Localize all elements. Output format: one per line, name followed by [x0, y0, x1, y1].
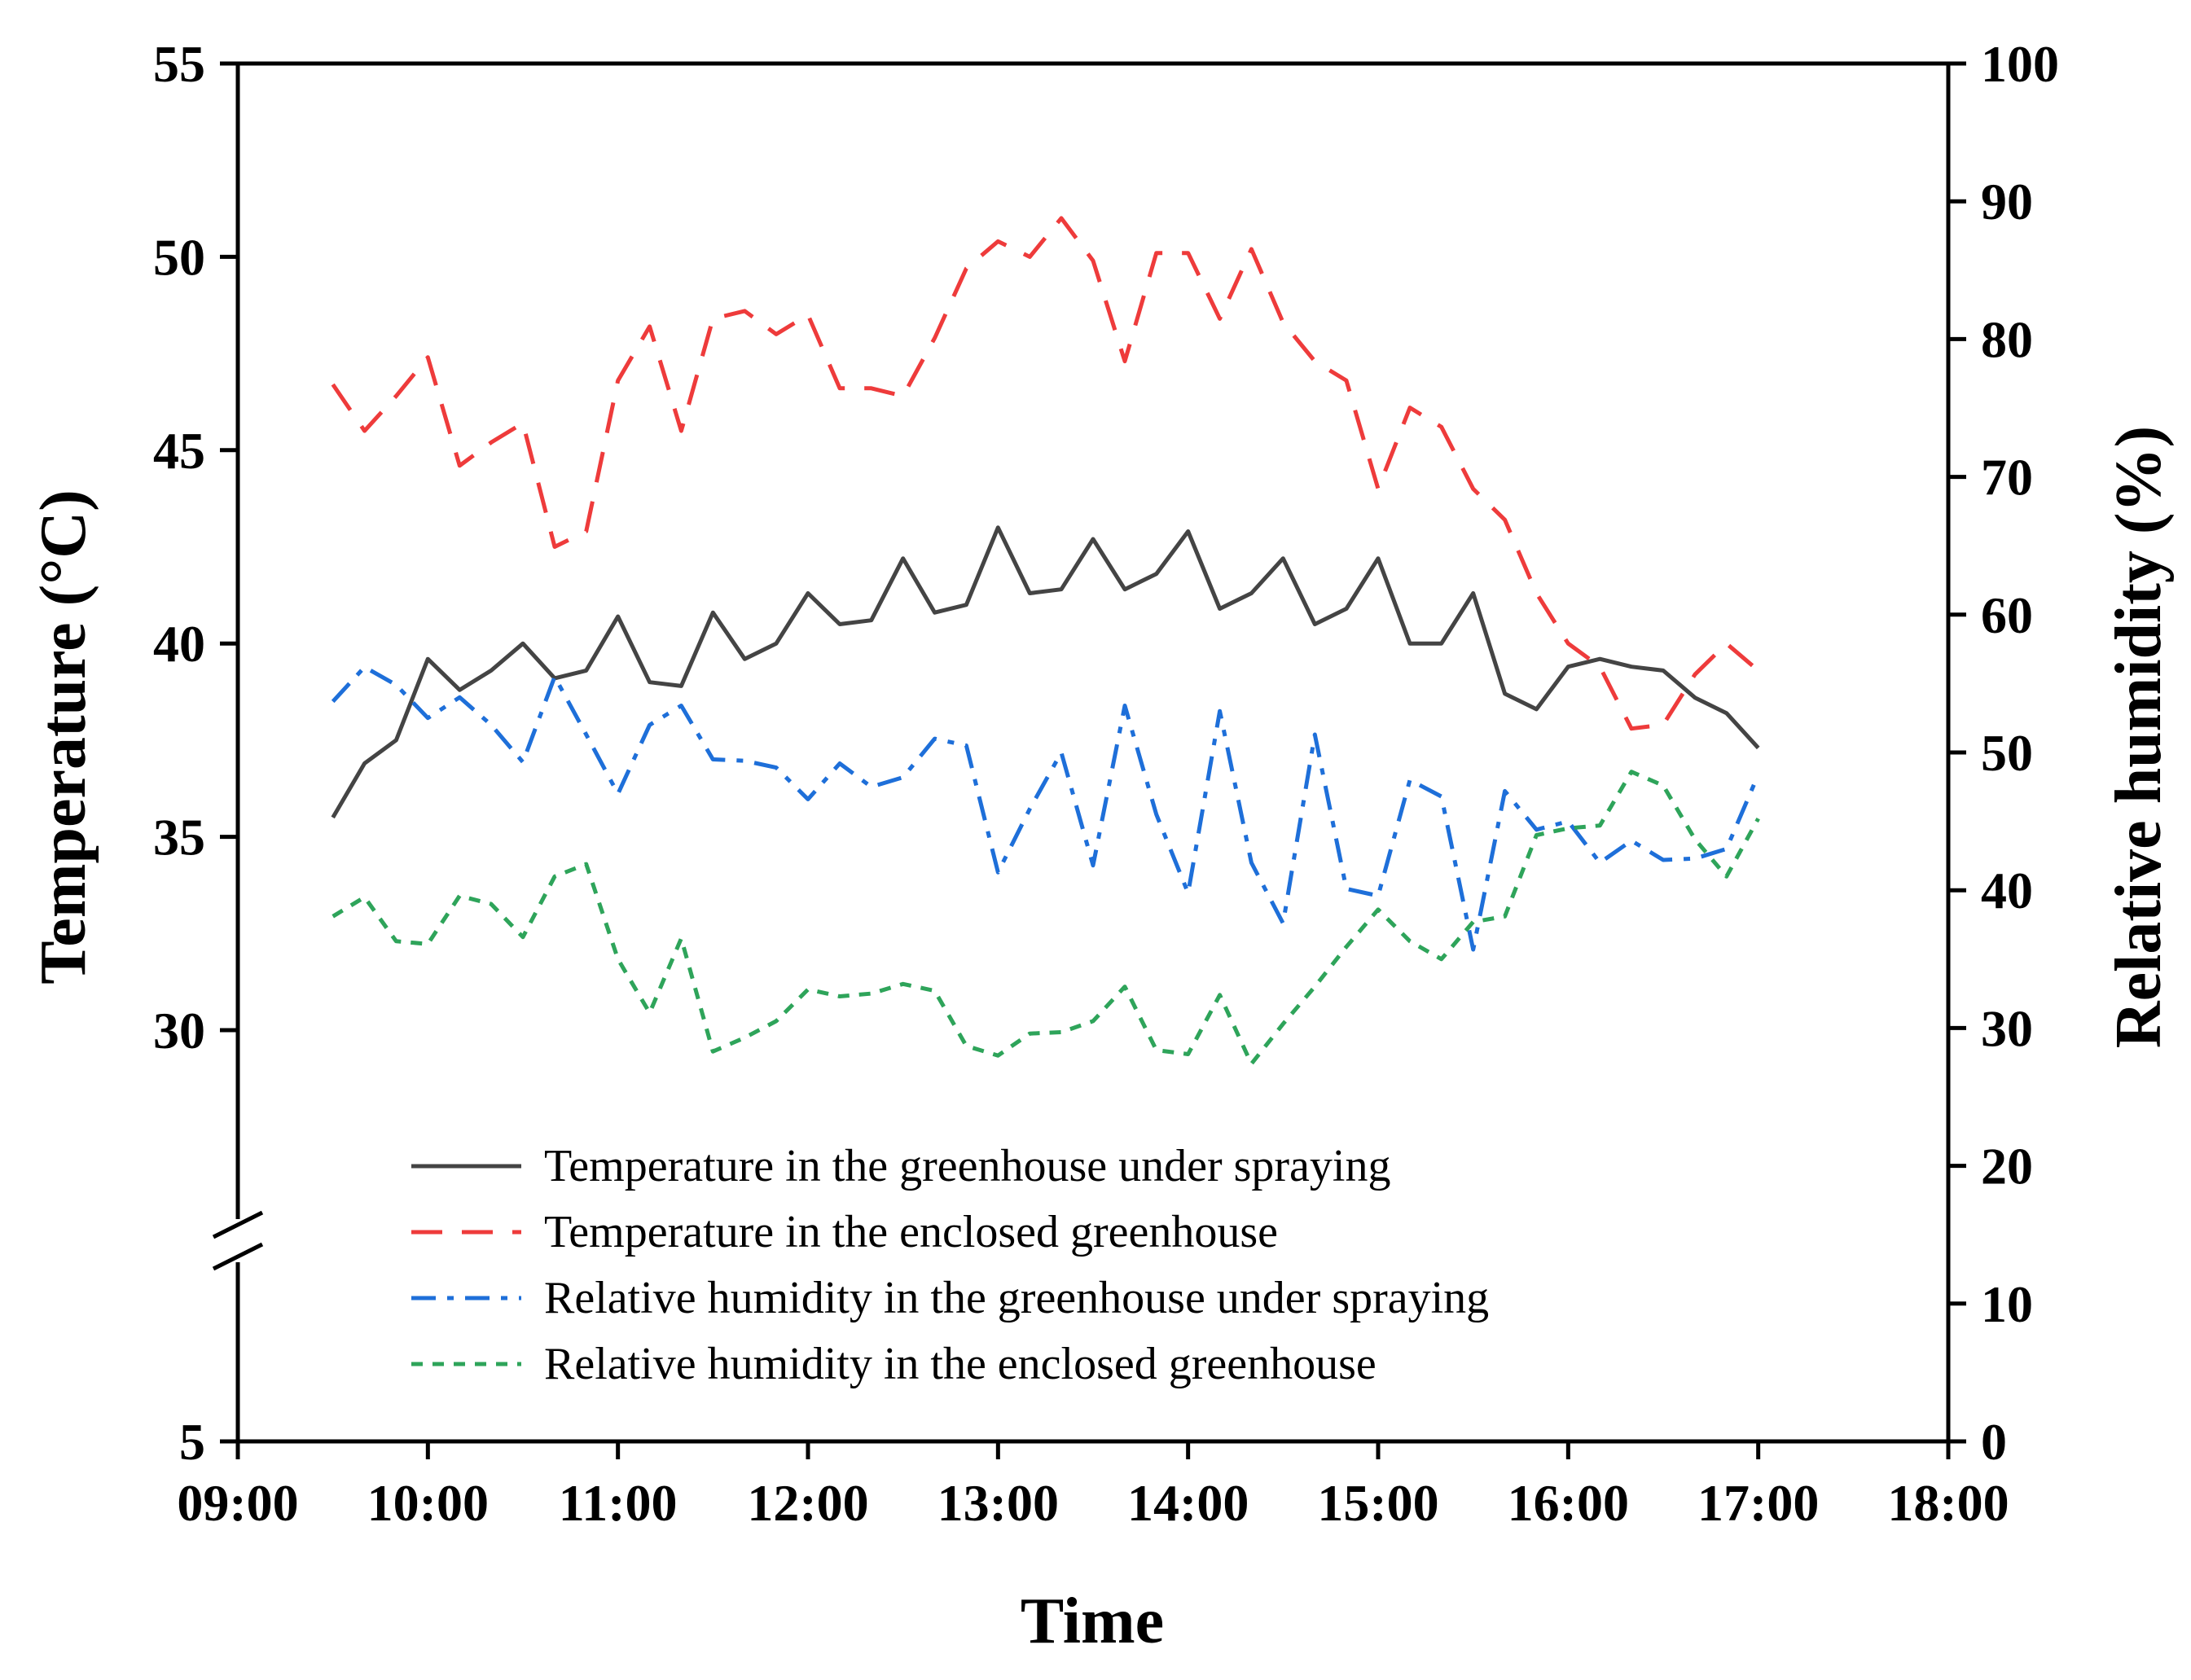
- x-tick-label: 13:00: [937, 1474, 1059, 1532]
- x-tick-label: 15:00: [1317, 1474, 1438, 1532]
- y-right-tick-label: 30: [1981, 999, 2033, 1057]
- y-left-tick-label: 40: [153, 615, 205, 673]
- y-right-tick-label: 0: [1981, 1413, 2007, 1471]
- series-line-2: [331, 216, 1760, 731]
- x-tick-label: 18:00: [1887, 1474, 2009, 1532]
- x-tick-label: 10:00: [367, 1474, 489, 1532]
- y-right-tick-label: 40: [1981, 862, 2033, 919]
- y-left-tick-label: 5: [179, 1413, 205, 1471]
- y-right-tick-label: 90: [1981, 173, 2033, 230]
- legend: Temperature in the greenhouse under spra…: [411, 1141, 1489, 1389]
- legend-label-2: Temperature in the enclosed greenhouse: [544, 1207, 1278, 1257]
- y-right-tick-label: 100: [1981, 35, 2059, 93]
- series-line-1: [331, 525, 1760, 819]
- x-tick-label: 17:00: [1697, 1474, 1819, 1532]
- legend-label-4: Relative humidity in the enclosed greenh…: [544, 1339, 1377, 1389]
- x-tick-label: 12:00: [747, 1474, 868, 1532]
- legend-label-1: Temperature in the greenhouse under spra…: [544, 1141, 1390, 1191]
- axis-break-mark: [212, 1210, 264, 1239]
- y-right-tick-label: 10: [1981, 1275, 2033, 1333]
- y-left-tick-label: 30: [153, 1002, 205, 1059]
- series-line-4: [332, 770, 1760, 1066]
- x-axis-title: Time: [1021, 1586, 1164, 1657]
- y-right-tick-label: 50: [1981, 724, 2033, 782]
- y-right-tick-label: 60: [1981, 586, 2033, 644]
- axes: [212, 61, 1966, 1459]
- x-tick-label: 09:00: [177, 1474, 298, 1532]
- y-left-tick-label: 35: [153, 809, 205, 866]
- x-tick-label: 16:00: [1508, 1474, 1629, 1532]
- y-left-tick-label: 55: [153, 35, 205, 93]
- y-right-tick-label: 70: [1981, 449, 2033, 507]
- legend-label-3: Relative humidity in the greenhouse unde…: [544, 1273, 1489, 1323]
- axis-break-mark: [212, 1242, 264, 1271]
- y-left-tick-label: 50: [153, 228, 205, 286]
- x-tick-label: 14:00: [1127, 1474, 1249, 1532]
- series-group: [331, 216, 1760, 1066]
- x-tick-label: 11:00: [559, 1474, 678, 1532]
- y-right-tick-label: 80: [1981, 310, 2033, 368]
- y-right-tick-label: 20: [1981, 1138, 2033, 1195]
- series-line-3: [331, 665, 1760, 952]
- tick-labels: 09:00 10:00 11:00 12:00 13:00 14:00 15:00 16:00…: [153, 35, 2059, 1532]
- y-left-tick-label: 45: [153, 422, 205, 480]
- y-axis-left-title: Temperature (°C): [28, 489, 99, 984]
- y-axis-right-title: Relative humidity (%): [2103, 426, 2175, 1048]
